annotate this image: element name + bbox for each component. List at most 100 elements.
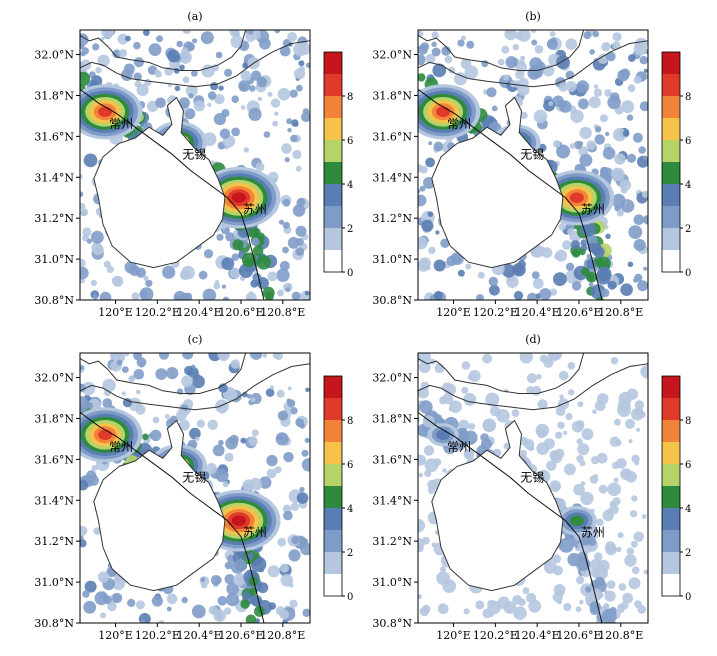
- field-cell: [224, 68, 233, 77]
- field-cell: [528, 446, 533, 451]
- x-tick-label: 120.2°E: [473, 306, 518, 319]
- field-cell: [284, 157, 290, 163]
- field-cell: [80, 396, 90, 413]
- field-cell: [640, 365, 648, 379]
- city-label: 常州: [447, 117, 471, 131]
- field-cell: [217, 596, 228, 606]
- x-tick-label: 120.6°E: [556, 629, 601, 642]
- colorbar-segment: [324, 96, 342, 118]
- field-cell: [193, 100, 205, 112]
- field-cell: [418, 188, 421, 194]
- field-cell: [287, 32, 297, 42]
- field-cell: [423, 445, 435, 456]
- field-cell: [135, 267, 146, 278]
- field-cell: [191, 70, 198, 77]
- field-cell: [198, 270, 208, 280]
- field-cell: [248, 436, 258, 446]
- colorbar-segment: [324, 74, 342, 96]
- field-cell: [418, 454, 426, 466]
- field-cell: [420, 165, 428, 174]
- field-cell: [580, 221, 596, 237]
- field-cell: [291, 536, 300, 545]
- field-cell: [581, 428, 594, 441]
- y-tick-label: 31.6°N: [372, 453, 412, 466]
- field-cell: [255, 618, 260, 623]
- colorbar-segment: [662, 376, 680, 398]
- field-cell: [145, 279, 153, 287]
- field-cell: [641, 514, 647, 519]
- field-cell: [90, 230, 104, 244]
- field-cell: [618, 583, 627, 591]
- field-cell: [86, 238, 92, 244]
- field-cell: [287, 128, 292, 133]
- field-cell: [206, 463, 217, 474]
- field-cell: [291, 291, 301, 300]
- field-cell: [177, 416, 182, 421]
- field-cell: [593, 88, 603, 97]
- y-tick-label: 31.4°N: [34, 494, 74, 507]
- field-cell: [256, 76, 268, 88]
- field-cell: [305, 62, 310, 68]
- field-cell: [164, 414, 170, 419]
- field-cell: [532, 278, 544, 289]
- field-cell: [534, 45, 544, 54]
- field-cell: [613, 477, 619, 483]
- plot-frame: [417, 352, 649, 624]
- x-tick-label: 120.6°E: [218, 629, 263, 642]
- field-cell: [509, 80, 517, 88]
- x-tick-label: 120.8°E: [260, 306, 305, 319]
- field-cell: [546, 38, 558, 50]
- field-cell: [604, 590, 616, 602]
- field-cell: [277, 537, 287, 547]
- city-label: 无锡: [182, 147, 206, 162]
- field-cell: [274, 111, 279, 116]
- y-tick-label: 30.8°N: [372, 294, 412, 307]
- field-cell: [546, 460, 557, 471]
- field-cell: [252, 245, 264, 257]
- field-cell: [565, 38, 578, 50]
- field-cell: [428, 246, 436, 255]
- field-cell: [637, 605, 647, 614]
- field-cell: [588, 282, 594, 287]
- field-cell: [135, 600, 145, 610]
- field-cell: [432, 63, 447, 78]
- field-cell: [457, 269, 465, 277]
- colorbar-tick-label: 4: [347, 180, 353, 191]
- field-cell: [267, 91, 273, 97]
- field-cell: [577, 443, 590, 456]
- colorbar-segment: [324, 184, 342, 206]
- field-cell: [577, 401, 584, 408]
- colorbar-segment: [662, 442, 680, 464]
- field-cell: [158, 353, 170, 360]
- field-cell: [539, 288, 552, 300]
- precip-field: [80, 30, 310, 300]
- field-cell: [118, 49, 128, 58]
- field-cell: [240, 70, 252, 81]
- colorbar-segment: [324, 398, 342, 420]
- field-cell: [215, 469, 229, 483]
- field-cell: [239, 83, 248, 92]
- field-cell: [589, 49, 595, 55]
- field-cell: [280, 563, 289, 573]
- field-cell: [285, 287, 291, 292]
- field-cell: [453, 72, 468, 86]
- field-cell: [184, 292, 192, 300]
- field-cell: [210, 82, 219, 91]
- field-cell: [162, 265, 176, 279]
- field-cell: [643, 68, 648, 73]
- field-cell: [606, 580, 616, 589]
- field-cell: [286, 398, 292, 404]
- y-tick-label: 30.8°N: [34, 617, 74, 630]
- field-cell: [564, 463, 576, 476]
- field-cell: [632, 132, 643, 143]
- field-cell: [520, 55, 526, 61]
- field-cell: [121, 366, 129, 373]
- colorbar-segment: [324, 442, 342, 464]
- field-cell: [107, 601, 117, 612]
- y-tick-label: 31.8°N: [372, 89, 412, 102]
- city-label: 苏州: [581, 203, 605, 217]
- field-cell: [579, 248, 586, 256]
- colorbar-tick-label: 6: [685, 460, 691, 471]
- field-cell: [185, 30, 191, 34]
